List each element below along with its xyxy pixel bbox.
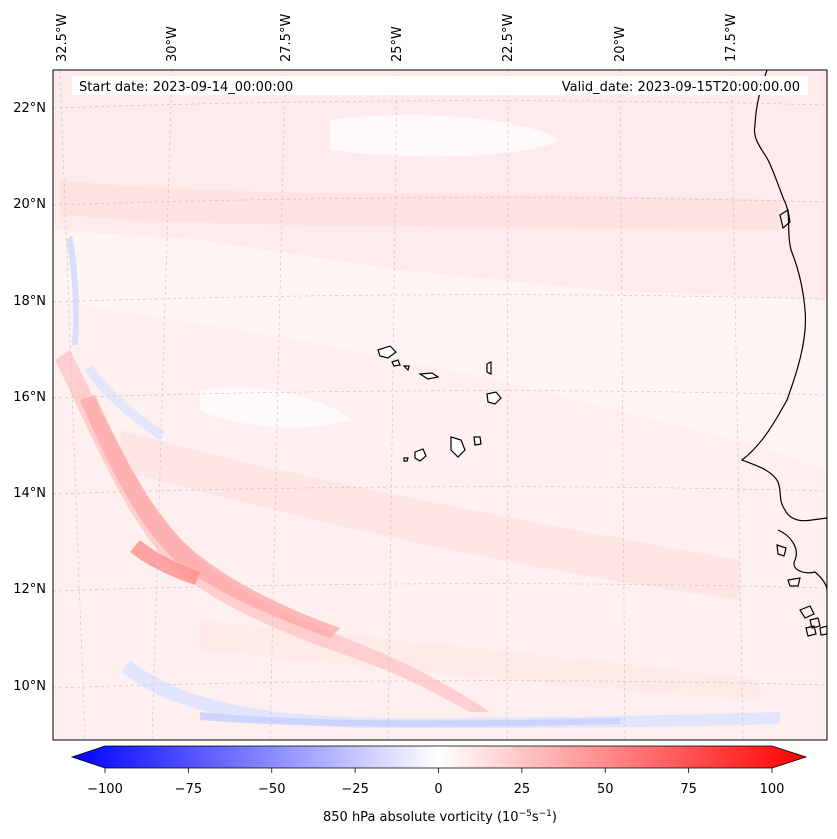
island-sao-vicente: [391, 359, 401, 367]
lon-label-20w: 20°W: [613, 26, 628, 62]
vorticity-field: [53, 70, 827, 740]
meridian-22-5w: [506, 69, 509, 741]
island-sal: [486, 361, 492, 375]
island-maio: [473, 436, 482, 446]
parallel-12n: [52, 583, 828, 592]
valid-date-label: Valid_date: 2023-09-15T20:00:00.00: [562, 80, 800, 95]
map-frame: [52, 69, 828, 741]
lat-label-20n: 20°N: [13, 197, 46, 212]
colorbar-ticks: −100 −75 −50 −25 0 25 50 75 100: [87, 768, 784, 797]
colorbar-label-exp1: −5: [519, 809, 532, 819]
parallel-22n: [52, 100, 828, 109]
lat-label-14n: 14°N: [13, 486, 46, 501]
colorbar-tick-label: 50: [597, 782, 614, 797]
colorbar-tick-label: −75: [175, 782, 202, 797]
lon-label-27-5w: 27.5°W: [279, 14, 294, 62]
bissagos-island-1: [799, 605, 815, 619]
lon-label-22-5w: 22.5°W: [501, 14, 516, 62]
island-santa-luzia: [402, 365, 410, 372]
coastline-mainland: [740, 69, 828, 522]
colorbar-tick-label: −25: [341, 782, 368, 797]
island-santiago: [450, 436, 466, 458]
parallel-20n: [52, 197, 828, 206]
parallel-18n: [52, 294, 828, 303]
lat-label-22n: 22°N: [13, 101, 46, 116]
coastline: [740, 69, 828, 637]
header-band: [72, 76, 808, 95]
meridian-27-5w: [269, 69, 286, 741]
lon-label-17-5w: 17.5°W: [724, 14, 739, 62]
bissagos-island-3: [805, 625, 817, 637]
island-sao-nicolau: [418, 372, 440, 380]
lon-label-32-5w: 32.5°W: [55, 14, 70, 62]
coast-island: [787, 577, 801, 587]
colorbar-label-main: 850 hPa absolute vorticity (10: [323, 810, 519, 825]
coastline-inlet: [779, 209, 791, 230]
coastline-inlet-2: [776, 544, 787, 557]
latitude-labels: 22°N 20°N 18°N 16°N 14°N 12°N 10°N: [13, 101, 46, 694]
island-boa-vista: [486, 391, 502, 405]
start-date-label: Start date: 2023-09-14_00:00:00: [79, 80, 293, 95]
island-fogo: [414, 448, 427, 462]
lat-label-10n: 10°N: [13, 679, 46, 694]
gridlines: [52, 69, 828, 741]
colorbar-label: 850 hPa absolute vorticity (10−5s−1): [323, 809, 557, 825]
lat-label-12n: 12°N: [13, 582, 46, 597]
lon-label-30w: 30°W: [165, 26, 180, 62]
colorbar-label-end: ): [552, 810, 557, 825]
lon-label-25w: 25°W: [390, 26, 405, 62]
colorbar-tick-label: 75: [680, 782, 697, 797]
meridian-25w: [387, 69, 398, 741]
colorbar-gradient: [70, 745, 808, 769]
lat-label-18n: 18°N: [13, 294, 46, 309]
colorbar-tick-label: −100: [87, 782, 123, 797]
coastline-south: [777, 529, 828, 591]
lat-label-16n: 16°N: [13, 390, 46, 405]
bissagos-island-2: [809, 617, 821, 629]
island-santo-antao: [377, 345, 397, 359]
meridian-30w: [151, 69, 173, 741]
parallel-16n: [52, 390, 828, 399]
colorbar: −100 −75 −50 −25 0 25 50 75 100: [70, 745, 808, 797]
meridian-20w: [619, 69, 626, 741]
colorbar-tick-label: 100: [760, 782, 785, 797]
colorbar-tick-label: 0: [434, 782, 442, 797]
longitude-labels: 32.5°W 30°W 27.5°W 25°W 22.5°W 20°W 17.5…: [55, 14, 739, 62]
cape-verde-islands: [377, 345, 502, 462]
colorbar-tick-label: 25: [514, 782, 531, 797]
parallel-10n: [52, 680, 828, 689]
meridian-17-5w: [730, 69, 744, 741]
colorbar-label-exp2: −1: [539, 809, 552, 819]
island-brava: [403, 457, 409, 462]
parallel-14n: [52, 486, 828, 495]
colorbar-tick-label: −50: [258, 782, 285, 797]
colorbar-label-mid: s: [532, 810, 539, 825]
meridian-32-5w: [59, 69, 86, 741]
